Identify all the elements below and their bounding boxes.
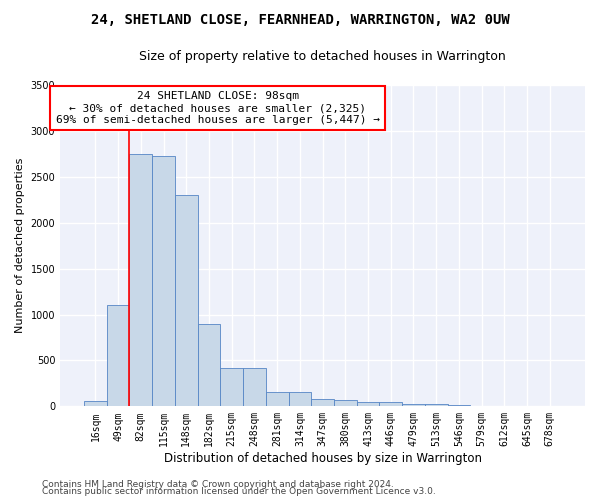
Bar — [152, 156, 175, 406]
Text: 24, SHETLAND CLOSE, FEARNHEAD, WARRINGTON, WA2 0UW: 24, SHETLAND CLOSE, FEARNHEAD, WARRINGTO… — [91, 12, 509, 26]
Bar — [266, 392, 289, 406]
Bar — [220, 368, 243, 406]
Bar — [84, 402, 107, 406]
X-axis label: Distribution of detached houses by size in Warrington: Distribution of detached houses by size … — [164, 452, 482, 465]
Bar — [175, 195, 197, 406]
Bar — [402, 404, 425, 406]
Y-axis label: Number of detached properties: Number of detached properties — [15, 158, 25, 334]
Text: Contains HM Land Registry data © Crown copyright and database right 2024.: Contains HM Land Registry data © Crown c… — [42, 480, 394, 489]
Bar — [107, 306, 130, 406]
Bar — [130, 154, 152, 406]
Bar — [289, 392, 311, 406]
Bar — [197, 324, 220, 406]
Text: Contains public sector information licensed under the Open Government Licence v3: Contains public sector information licen… — [42, 487, 436, 496]
Bar — [356, 402, 379, 406]
Bar — [379, 402, 402, 406]
Bar — [243, 368, 266, 406]
Bar — [425, 404, 448, 406]
Text: 24 SHETLAND CLOSE: 98sqm
← 30% of detached houses are smaller (2,325)
69% of sem: 24 SHETLAND CLOSE: 98sqm ← 30% of detach… — [56, 92, 380, 124]
Bar — [311, 400, 334, 406]
Title: Size of property relative to detached houses in Warrington: Size of property relative to detached ho… — [139, 50, 506, 63]
Bar — [334, 400, 356, 406]
